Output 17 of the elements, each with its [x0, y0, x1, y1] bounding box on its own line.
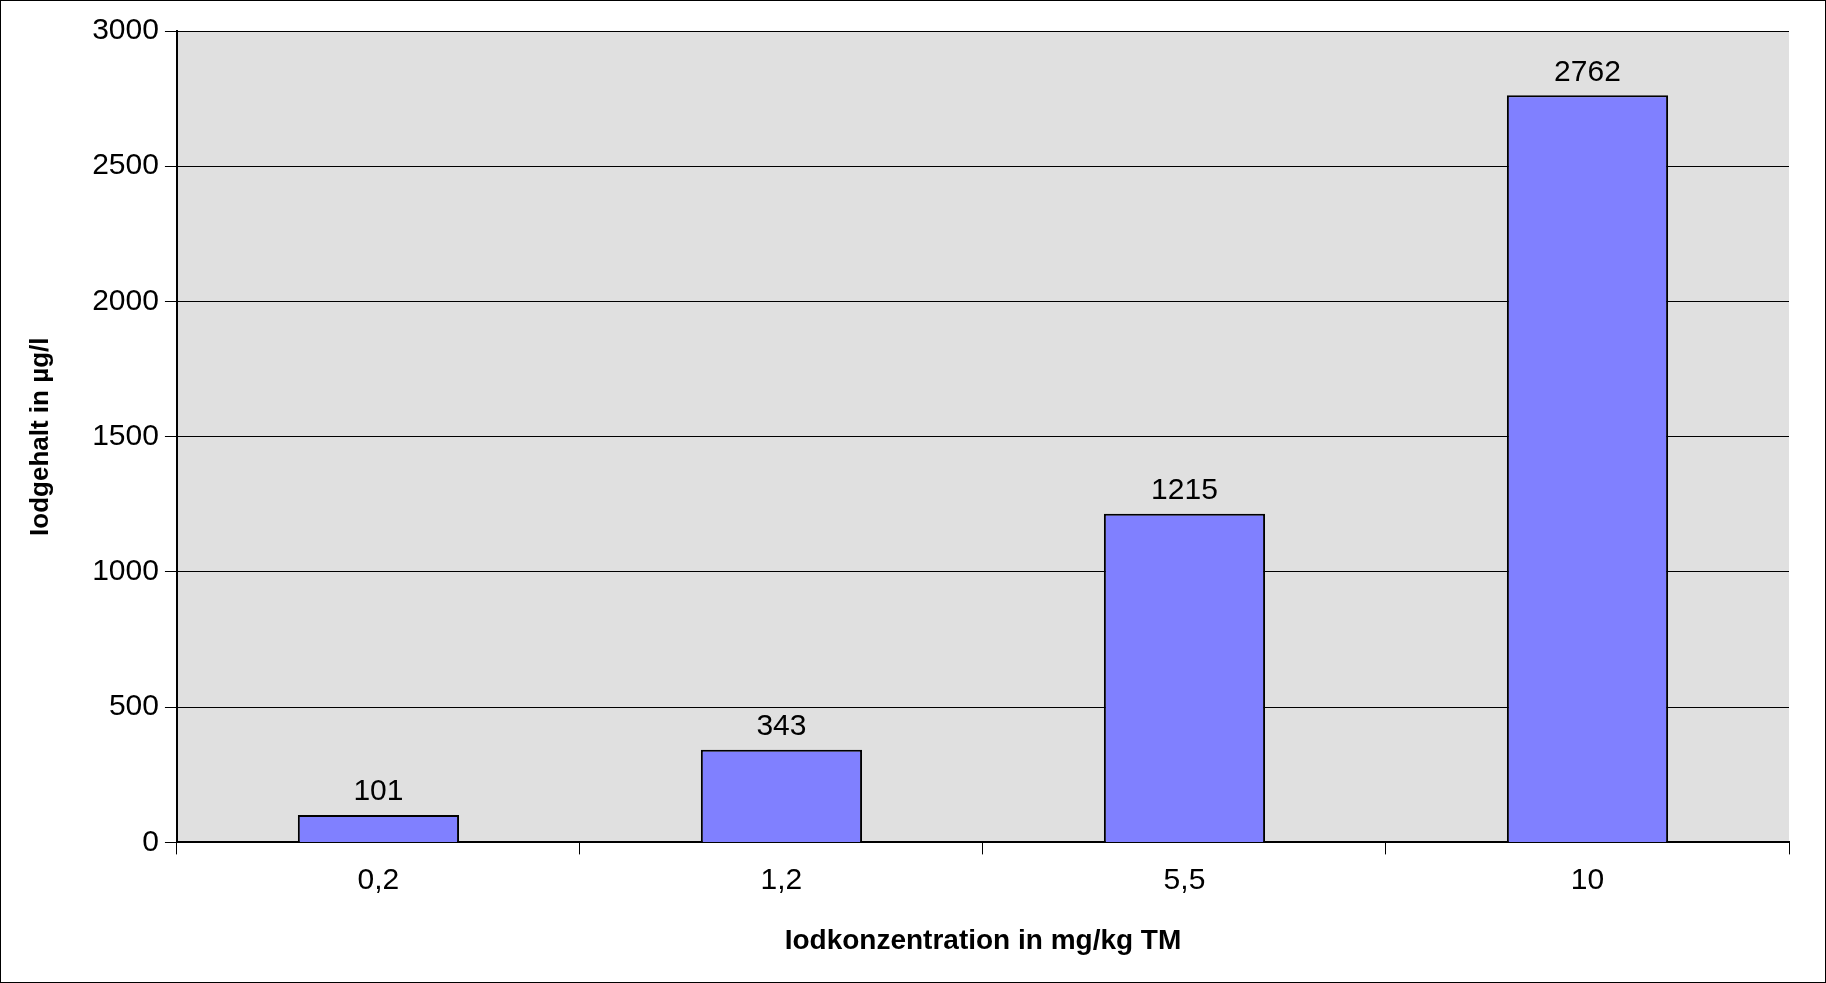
- y-axis-title: Iodgehalt in µg/l: [23, 337, 54, 536]
- data-label: 343: [756, 707, 807, 741]
- y-tick-label: 2000: [92, 282, 159, 316]
- data-label: 1215: [1151, 472, 1218, 506]
- x-tick-label: 1,2: [760, 861, 803, 895]
- x-tick-label: 0,2: [357, 861, 400, 895]
- data-label: 2762: [1554, 53, 1621, 87]
- y-tick-label: 1000: [92, 553, 159, 587]
- x-tick-label: 5,5: [1163, 861, 1206, 895]
- x-axis-title: Iodkonzentration in mg/kg TM: [784, 923, 1182, 955]
- y-tick-label: 0: [142, 823, 159, 857]
- y-tick-label: 2500: [92, 147, 159, 181]
- y-tick-label: 1500: [92, 417, 159, 451]
- y-tick-label: 500: [108, 688, 159, 722]
- data-label: 101: [353, 773, 404, 807]
- x-tick-label: 10: [1570, 861, 1605, 895]
- y-tick-label: 3000: [92, 12, 159, 46]
